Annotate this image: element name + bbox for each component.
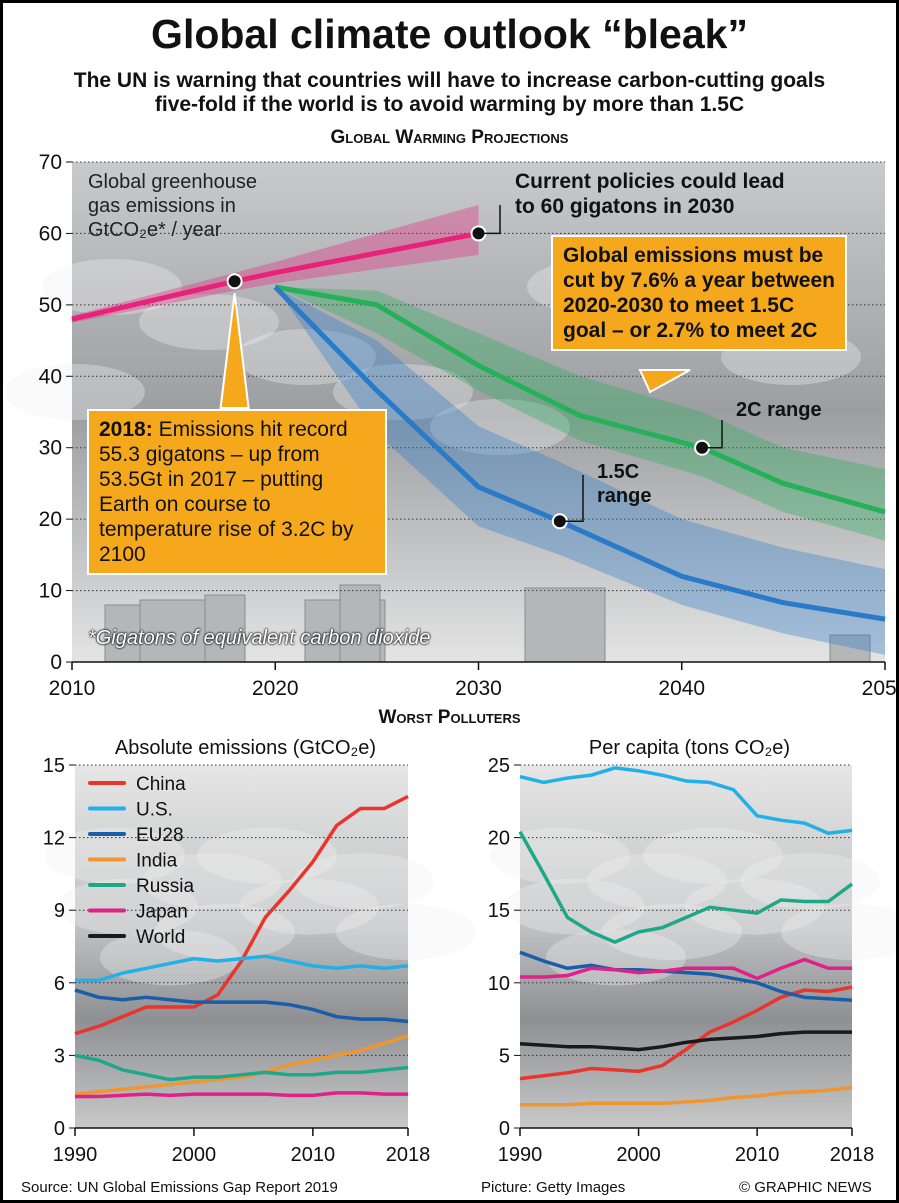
legend-label: Japan [136, 902, 188, 923]
subtitle: The UN is warning that countries will ha… [53, 69, 846, 117]
x-tick-label: 2018 [386, 1144, 431, 1166]
cloud [602, 904, 742, 960]
smokestack [525, 588, 605, 662]
legend-label: U.S. [136, 800, 173, 821]
legend-label: Russia [136, 876, 195, 897]
source: Source: UN Global Emissions Gap Report 2… [21, 1179, 338, 1196]
series-label: 1.5C range [597, 460, 667, 508]
legend-label: EU28 [136, 825, 184, 846]
x-tick-label: 2040 [658, 677, 705, 700]
smokestack [340, 585, 380, 662]
page-title: Global climate outlook “bleak” [3, 11, 896, 58]
y-tick-label: 3 [54, 1045, 65, 1067]
y-tick-label: 40 [39, 365, 62, 388]
y-tick-label: 15 [43, 755, 65, 777]
y-tick-label: 9 [54, 900, 65, 922]
cloud [336, 904, 476, 960]
y-tick-label: 50 [39, 294, 62, 317]
y-tick-label: 5 [499, 1045, 510, 1067]
x-tick-label: 2000 [172, 1144, 217, 1166]
x-tick-label: 2000 [616, 1144, 661, 1166]
chart-title: Global Warming Projections [3, 127, 896, 149]
y-tick-label: 30 [39, 437, 62, 460]
footnote: *Gigatons of equivalent carbon dioxide [88, 627, 430, 650]
y-tick-label: 70 [39, 151, 62, 174]
series-label: 2C range [736, 399, 822, 422]
x-tick-label: 2010 [735, 1144, 780, 1166]
x-tick-label: 1990 [53, 1144, 98, 1166]
callout: 2018: Emissions hit record 55.3 gigatons… [87, 409, 387, 575]
chart-title: Absolute emissions (GtCO₂e) [78, 737, 413, 760]
x-tick-label: 2010 [49, 677, 96, 700]
y-tick-label: 12 [43, 828, 65, 850]
y-tick-label: 0 [54, 1118, 65, 1140]
y-tick-label: 60 [39, 222, 62, 245]
legend-label: India [136, 851, 178, 872]
x-tick-label: 2020 [252, 677, 299, 700]
y-tick-label: 0 [50, 651, 62, 674]
y-tick-label: 10 [488, 973, 510, 995]
y-tick-label: 20 [39, 508, 62, 531]
callout-bold: 2018: [99, 418, 153, 441]
y-tick-label: 6 [54, 973, 65, 995]
y-tick-label: 25 [488, 755, 510, 777]
x-tick-label: 2030 [455, 677, 502, 700]
annotation: Current policies could lead to 60 gigato… [515, 169, 805, 219]
legend-label: World [136, 927, 185, 948]
y-tick-label: 0 [499, 1118, 510, 1140]
page: 0102030405060702010202020302040205003691… [0, 0, 899, 1203]
y-tick-label: 10 [39, 580, 62, 603]
section-title: Worst Polluters [3, 707, 896, 729]
y-axis-label: Global greenhouse gas emissions in GtCO₂… [88, 170, 288, 242]
callout: Global emissions must be cut by 7.6% a y… [551, 235, 847, 351]
y-tick-label: 20 [488, 828, 510, 850]
credit: © GRAPHIC NEWS [739, 1179, 872, 1196]
x-tick-label: 2018 [830, 1144, 875, 1166]
x-tick-label: 1990 [498, 1144, 543, 1166]
picture-credit: Picture: Getty Images [481, 1179, 625, 1196]
x-tick-label: 2010 [291, 1144, 336, 1166]
y-tick-label: 15 [488, 900, 510, 922]
marker [228, 274, 242, 288]
chart-title: Per capita (tons CO₂e) [523, 737, 856, 760]
legend-label: China [136, 774, 186, 795]
